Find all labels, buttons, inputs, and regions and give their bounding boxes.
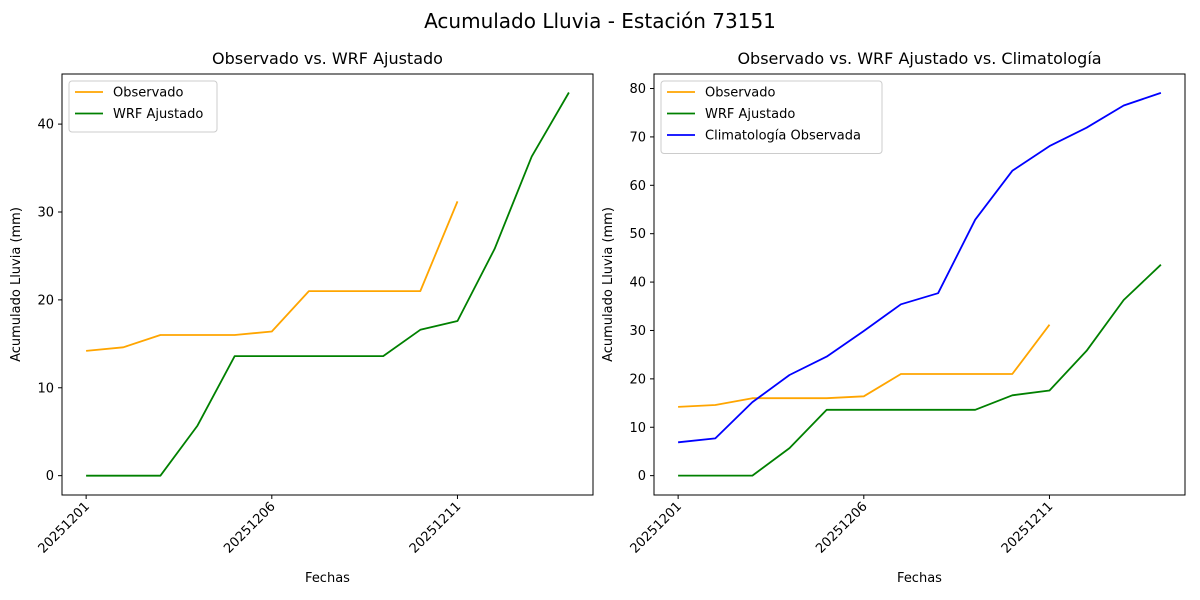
y-tick-label: 0 — [46, 469, 54, 484]
y-tick-label: 80 — [629, 82, 646, 97]
y-tick-label: 70 — [629, 130, 646, 145]
y-tick-label: 30 — [629, 324, 646, 339]
axes-frame — [653, 73, 1186, 496]
axes-frame — [61, 73, 594, 496]
y-tick-label: 40 — [37, 118, 54, 133]
x-axis-label: Fechas — [897, 571, 942, 586]
legend-label-wrf-ajustado: WRF Ajustado — [113, 107, 203, 122]
series-line-wrf-ajustado — [86, 92, 570, 477]
series-line-wrf-ajustado — [678, 264, 1162, 477]
legend-label-climatologia-observada: Climatología Observada — [705, 129, 861, 144]
chart-title: Observado vs. WRF Ajustado — [212, 49, 443, 68]
x-axis-label: Fechas — [305, 571, 350, 586]
series-line-observado — [86, 201, 459, 352]
y-axis-label: Acumulado Lluvia (mm) — [9, 207, 24, 362]
y-tick-label: 0 — [638, 469, 646, 484]
chart-title: Observado vs. WRF Ajustado vs. Climatolo… — [737, 49, 1101, 68]
legend-label-observado: Observado — [113, 86, 184, 101]
y-tick-label: 50 — [629, 227, 646, 242]
y-tick-label: 10 — [629, 421, 646, 436]
series-line-climatologia-observada — [678, 92, 1162, 444]
y-tick-label: 60 — [629, 179, 646, 194]
y-tick-label: 40 — [629, 276, 646, 291]
legend-label-wrf-ajustado: WRF Ajustado — [705, 107, 795, 122]
series-line-observado — [678, 324, 1051, 408]
y-tick-label: 10 — [37, 381, 54, 396]
legend-box — [68, 80, 218, 133]
y-tick-label: 20 — [37, 293, 54, 308]
y-tick-label: 30 — [37, 205, 54, 220]
figure-suptitle: Acumulado Lluvia - Estación 73151 — [424, 9, 776, 33]
y-axis-label: Acumulado Lluvia (mm) — [601, 207, 616, 362]
y-tick-label: 20 — [629, 372, 646, 387]
legend-box — [660, 80, 883, 154]
legend-label-observado: Observado — [705, 86, 776, 101]
